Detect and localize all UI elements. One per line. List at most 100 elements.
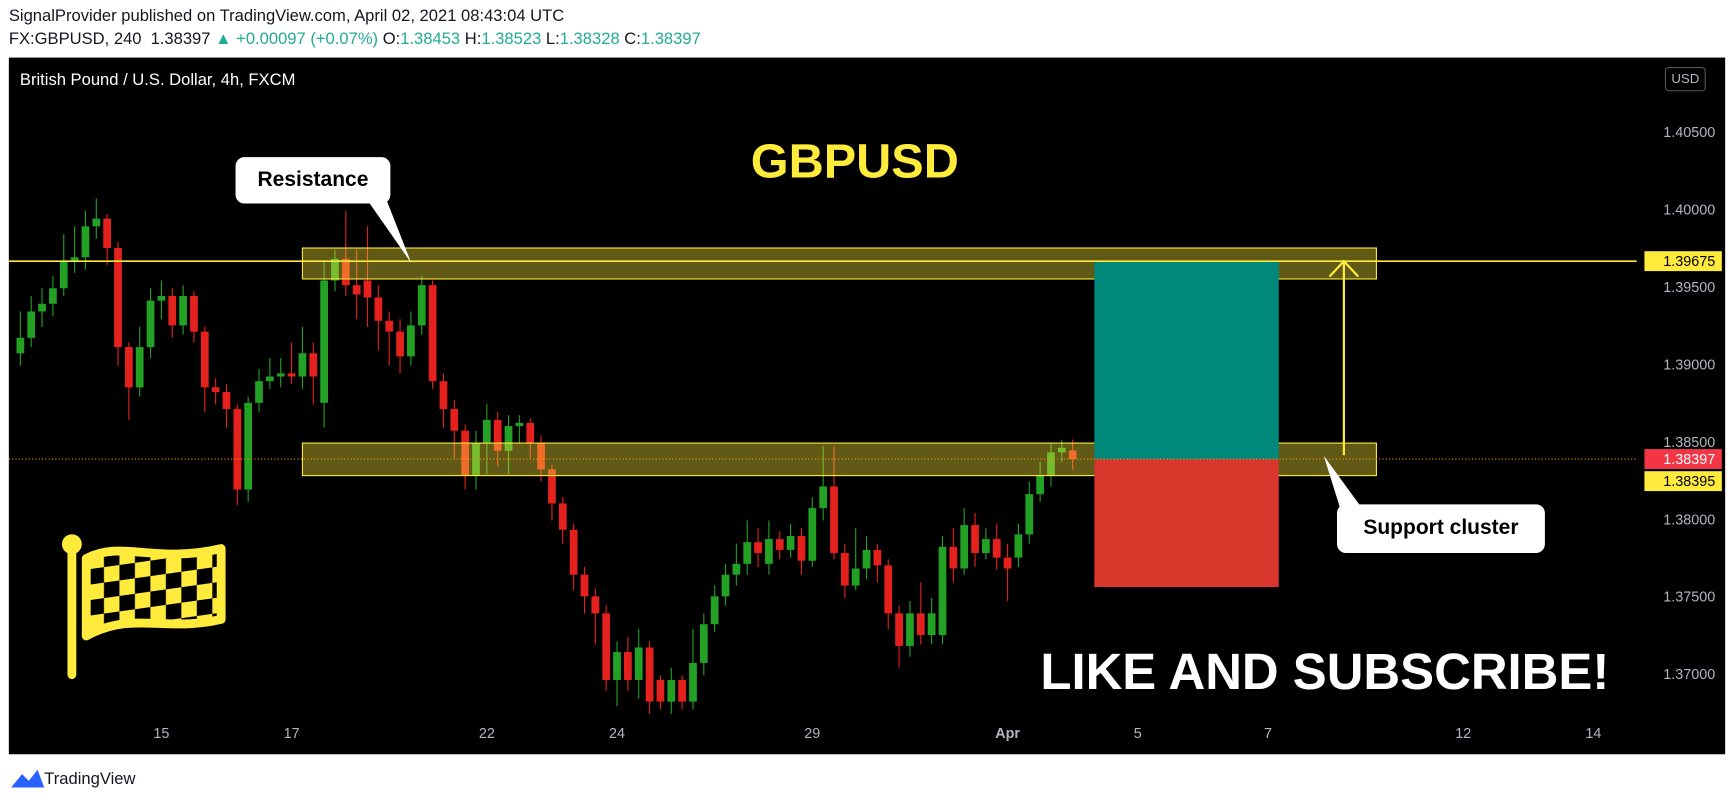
candle-body bbox=[819, 486, 828, 509]
candle-body bbox=[765, 539, 773, 564]
candle-body bbox=[678, 679, 686, 702]
ohlc-value: 1.38453 bbox=[400, 29, 460, 48]
callout-box bbox=[235, 157, 391, 204]
candle-body bbox=[667, 679, 676, 702]
candle-body bbox=[851, 568, 860, 586]
candle-body bbox=[754, 542, 762, 554]
candle-body bbox=[407, 325, 415, 357]
candle-body bbox=[461, 430, 470, 476]
candle-body bbox=[786, 535, 795, 550]
y-tick-label: 1.37000 bbox=[1663, 667, 1715, 683]
price-label-bg bbox=[1644, 251, 1722, 272]
x-tick-label: 17 bbox=[284, 726, 300, 742]
candle-body bbox=[1025, 494, 1034, 535]
candle-body bbox=[949, 546, 958, 569]
x-tick-label: Apr bbox=[995, 726, 1020, 742]
callout-label: Support cluster bbox=[1363, 516, 1518, 539]
y-tick-label: 1.38500 bbox=[1663, 435, 1715, 451]
symbol: FX:GBPUSD, 240 bbox=[9, 29, 142, 48]
candle-body bbox=[124, 347, 133, 388]
candle-body bbox=[906, 613, 914, 646]
price-label: 1.38395 bbox=[1663, 474, 1715, 490]
x-tick-label: 7 bbox=[1264, 726, 1272, 742]
brand-logo[interactable] bbox=[11, 769, 45, 788]
candle-body bbox=[1003, 557, 1012, 569]
candle-body bbox=[287, 373, 296, 377]
candle-body bbox=[38, 303, 46, 312]
candle-body bbox=[114, 248, 122, 348]
brand[interactable]: TradingView bbox=[44, 769, 136, 788]
chart-title: British Pound / U.S. Dollar, 4h, FXCM bbox=[20, 70, 295, 89]
candle-body bbox=[439, 381, 448, 410]
price-label: 1.38397 bbox=[1663, 452, 1715, 468]
candle-body bbox=[569, 529, 578, 575]
x-tick-label: 5 bbox=[1134, 726, 1142, 742]
candle-body bbox=[797, 535, 806, 561]
currency[interactable]: USD bbox=[1671, 71, 1699, 86]
ohlc-label: C: bbox=[624, 29, 641, 48]
ohlc-label: O: bbox=[383, 29, 401, 48]
ohlc-value: 1.38328 bbox=[560, 29, 620, 48]
candle-body bbox=[320, 280, 328, 403]
candle-body bbox=[884, 565, 893, 614]
candle-body bbox=[179, 296, 187, 326]
candle-body bbox=[157, 296, 166, 301]
candle-body bbox=[689, 662, 697, 702]
candle-body bbox=[135, 347, 144, 388]
candle-body bbox=[396, 331, 404, 357]
candle-body bbox=[352, 285, 361, 295]
candle-body bbox=[732, 563, 741, 575]
candle-body bbox=[331, 258, 339, 281]
candle-body bbox=[862, 549, 871, 569]
y-tick-label: 1.38000 bbox=[1663, 512, 1715, 528]
x-tick-label: 15 bbox=[153, 726, 169, 742]
x-tick-label: 24 bbox=[609, 726, 625, 742]
call-to-action: LIKE AND SUBSCRIBE! bbox=[1040, 643, 1609, 700]
position-stop bbox=[1094, 459, 1279, 588]
candle-body bbox=[743, 542, 752, 564]
candle-body bbox=[591, 596, 600, 614]
candle-body bbox=[341, 258, 350, 286]
candle-body bbox=[70, 257, 79, 261]
candle-body bbox=[211, 387, 220, 392]
candle-body bbox=[775, 539, 784, 550]
candle-body bbox=[613, 652, 621, 680]
candle-body bbox=[417, 285, 426, 326]
candle-body bbox=[558, 503, 567, 530]
candle-body bbox=[49, 288, 57, 304]
candle-body bbox=[298, 353, 307, 377]
candle-body bbox=[374, 297, 383, 321]
candle-body bbox=[385, 320, 394, 332]
symbol-line: FX:GBPUSD, 240 1.38397 ▲ +0.00097 (+0.07… bbox=[9, 29, 701, 48]
candle-body bbox=[721, 574, 730, 597]
candle-body bbox=[873, 549, 882, 566]
y-tick-label: 1.40500 bbox=[1663, 125, 1715, 141]
price-label-bg bbox=[1644, 471, 1722, 492]
candle-body bbox=[233, 409, 242, 490]
x-tick-label: 29 bbox=[804, 726, 820, 742]
plot: 1.37000 1.37500 1.38000 1.38500 1.39000 1.395… bbox=[8, 125, 1722, 742]
candle-body bbox=[830, 486, 838, 554]
candle-body bbox=[515, 422, 524, 427]
currency-box[interactable] bbox=[1664, 66, 1706, 92]
candle-body bbox=[645, 647, 654, 702]
candle-body bbox=[992, 539, 1001, 558]
candle-body bbox=[244, 402, 253, 490]
candle-body bbox=[1014, 534, 1023, 558]
price-label: 1.39675 bbox=[1663, 254, 1715, 270]
candle-body bbox=[146, 300, 155, 348]
candle-body bbox=[168, 296, 177, 326]
candle-body bbox=[938, 546, 947, 636]
x-tick-label: 12 bbox=[1455, 726, 1471, 742]
candle-body bbox=[960, 525, 969, 569]
candle-body bbox=[27, 311, 36, 338]
candle-body bbox=[699, 624, 708, 663]
candle-body bbox=[472, 443, 480, 476]
candle-body bbox=[710, 596, 719, 625]
candle-body bbox=[580, 574, 589, 597]
candle-body bbox=[808, 508, 817, 561]
candle-body bbox=[916, 613, 925, 636]
candle-body bbox=[840, 553, 849, 586]
